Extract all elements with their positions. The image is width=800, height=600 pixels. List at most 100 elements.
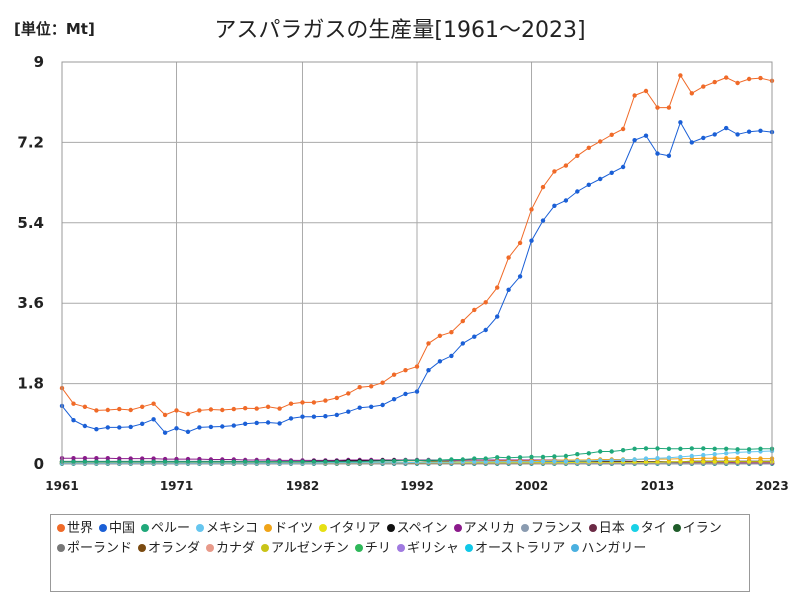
data-point	[288, 401, 294, 406]
legend-label: 日本	[598, 521, 625, 536]
legend-label: オーストラリア	[474, 541, 566, 556]
data-point	[678, 454, 683, 460]
legend: 世界 中国 ペルー メキシコ ドイツ イタリア スペイン アメリカ フランス 日本 タイ イランポーラ…	[50, 514, 750, 592]
data-point	[552, 169, 557, 174]
legend-marker	[588, 524, 597, 532]
data-point	[460, 457, 465, 462]
data-point	[666, 105, 672, 110]
legend-marker	[386, 524, 395, 532]
y-tick-label: 7.2	[17, 133, 44, 151]
data-point	[472, 307, 477, 313]
legend-item: ハンガリー	[571, 539, 646, 559]
legend-item: ギリシャ	[396, 539, 459, 559]
data-point	[620, 457, 626, 463]
legend-marker	[396, 544, 405, 552]
x-tick-label: 1961	[45, 479, 78, 493]
data-point	[724, 446, 729, 451]
data-point	[563, 453, 569, 459]
data-point	[151, 401, 156, 406]
data-point	[197, 408, 202, 413]
legend-label: 中国	[109, 521, 136, 536]
y-tick-label: 3.6	[17, 294, 44, 312]
legend-label: カナダ	[216, 541, 256, 556]
data-point	[517, 240, 523, 246]
legend-marker	[319, 524, 328, 532]
data-point	[208, 407, 214, 412]
data-point	[449, 353, 454, 359]
data-point	[357, 405, 362, 410]
data-point	[128, 459, 133, 464]
data-point	[517, 274, 523, 279]
data-point	[609, 132, 614, 137]
data-point	[540, 459, 546, 464]
data-point	[552, 459, 557, 464]
data-point	[666, 446, 672, 451]
data-point	[174, 459, 179, 464]
data-point	[346, 391, 351, 396]
data-point	[724, 456, 729, 461]
data-point	[391, 458, 397, 464]
data-point	[689, 459, 694, 464]
data-point	[380, 458, 385, 464]
data-point	[220, 407, 225, 413]
data-point	[174, 426, 179, 431]
legend-label: アメリカ	[463, 521, 516, 536]
legend-label: チリ	[364, 541, 391, 556]
data-point	[231, 459, 236, 464]
data-point	[563, 198, 569, 203]
data-point	[689, 91, 694, 96]
data-point	[208, 459, 214, 464]
data-point	[712, 459, 717, 464]
data-point	[117, 406, 122, 412]
data-point	[82, 456, 88, 461]
data-point	[140, 456, 145, 461]
data-point	[758, 446, 763, 451]
data-point	[575, 189, 580, 194]
data-point	[712, 446, 717, 451]
data-point	[655, 446, 660, 451]
data-point	[369, 404, 374, 409]
data-point	[746, 447, 752, 452]
legend-label: ギリシャ	[406, 541, 459, 556]
data-point	[712, 132, 717, 137]
legend-marker	[99, 524, 108, 532]
data-point	[735, 80, 740, 86]
legend-marker	[264, 524, 273, 532]
data-point	[666, 455, 672, 460]
data-point	[598, 139, 603, 144]
data-point	[540, 184, 546, 190]
data-point	[128, 407, 133, 413]
data-point	[391, 372, 397, 377]
y-tick-label: 9	[34, 53, 44, 71]
data-point	[712, 456, 717, 461]
data-point	[735, 450, 740, 455]
data-point	[724, 125, 729, 131]
legend-marker	[521, 524, 530, 532]
data-point	[495, 314, 500, 319]
data-point	[701, 452, 706, 458]
data-point	[82, 459, 88, 464]
data-point	[403, 391, 408, 397]
data-point	[174, 408, 179, 413]
data-point	[288, 416, 294, 421]
data-point	[701, 84, 706, 89]
data-point	[609, 449, 614, 454]
data-point	[437, 457, 443, 463]
data-point	[369, 459, 374, 464]
legend-label: 世界	[67, 521, 94, 536]
data-point	[643, 460, 649, 465]
data-point	[437, 359, 443, 364]
legend-item: チリ	[354, 539, 391, 559]
data-point	[495, 459, 500, 464]
data-point	[414, 364, 420, 369]
data-point	[94, 408, 99, 413]
data-point	[620, 448, 626, 453]
legend-marker	[206, 544, 215, 552]
data-point	[323, 414, 328, 419]
data-point	[655, 151, 660, 156]
data-point	[746, 129, 752, 134]
data-point	[231, 423, 236, 428]
data-point	[758, 456, 763, 461]
data-point	[300, 459, 305, 464]
data-point	[632, 446, 637, 451]
